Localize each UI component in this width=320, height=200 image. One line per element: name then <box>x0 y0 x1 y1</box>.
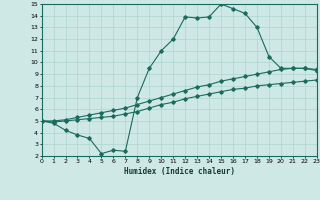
X-axis label: Humidex (Indice chaleur): Humidex (Indice chaleur) <box>124 167 235 176</box>
